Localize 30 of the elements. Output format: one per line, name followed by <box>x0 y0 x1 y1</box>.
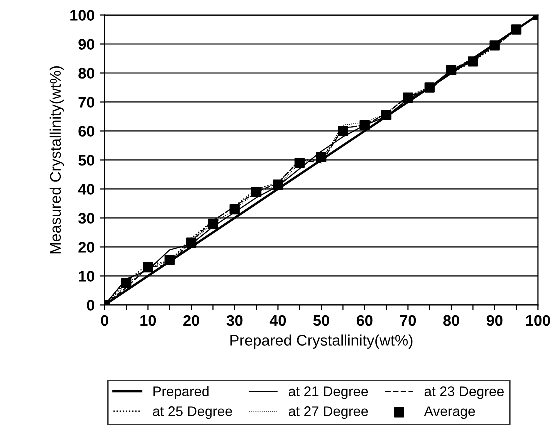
legend-label: at 23 Degree <box>424 386 504 400</box>
y-tick-label: 70 <box>78 97 95 108</box>
y-tick-label: 50 <box>78 155 95 166</box>
legend-label: Prepared <box>154 386 209 400</box>
y-axis-title: Measured Crystallinity(wt%) <box>50 66 64 254</box>
x-tick-label: 60 <box>356 315 373 326</box>
y-tick-label: 80 <box>78 68 95 79</box>
legend-label: at 25 Degree <box>153 406 232 420</box>
y-tick-label: 30 <box>78 213 95 224</box>
legend-label: Average <box>424 406 476 420</box>
x-tick-label: 100 <box>526 315 550 326</box>
x-axis-title: Prepared Crystallinity(wt%) <box>230 334 413 349</box>
y-tick-label: 10 <box>79 271 95 282</box>
x-tick-label: 0 <box>101 315 109 326</box>
x-tick-label: 70 <box>400 315 416 326</box>
x-tick-label: 80 <box>444 315 460 326</box>
x-tick-label: 10 <box>140 315 156 326</box>
y-tick-label: 40 <box>78 184 95 195</box>
y-tick-label: 90 <box>78 39 95 50</box>
x-tick-label: 30 <box>226 315 243 326</box>
x-tick-label: 20 <box>184 315 200 326</box>
y-tick-label: 100 <box>70 10 95 21</box>
x-tick-label: 90 <box>486 315 503 326</box>
legend-label: at 21 Degree <box>289 386 368 400</box>
y-tick-label: 0 <box>87 300 95 311</box>
x-tick-label: 50 <box>314 315 330 326</box>
legend-label: at 27 Degree <box>289 406 368 420</box>
x-tick-label: 40 <box>270 315 286 326</box>
y-tick-label: 60 <box>78 126 95 137</box>
y-tick-label: 20 <box>78 242 95 253</box>
